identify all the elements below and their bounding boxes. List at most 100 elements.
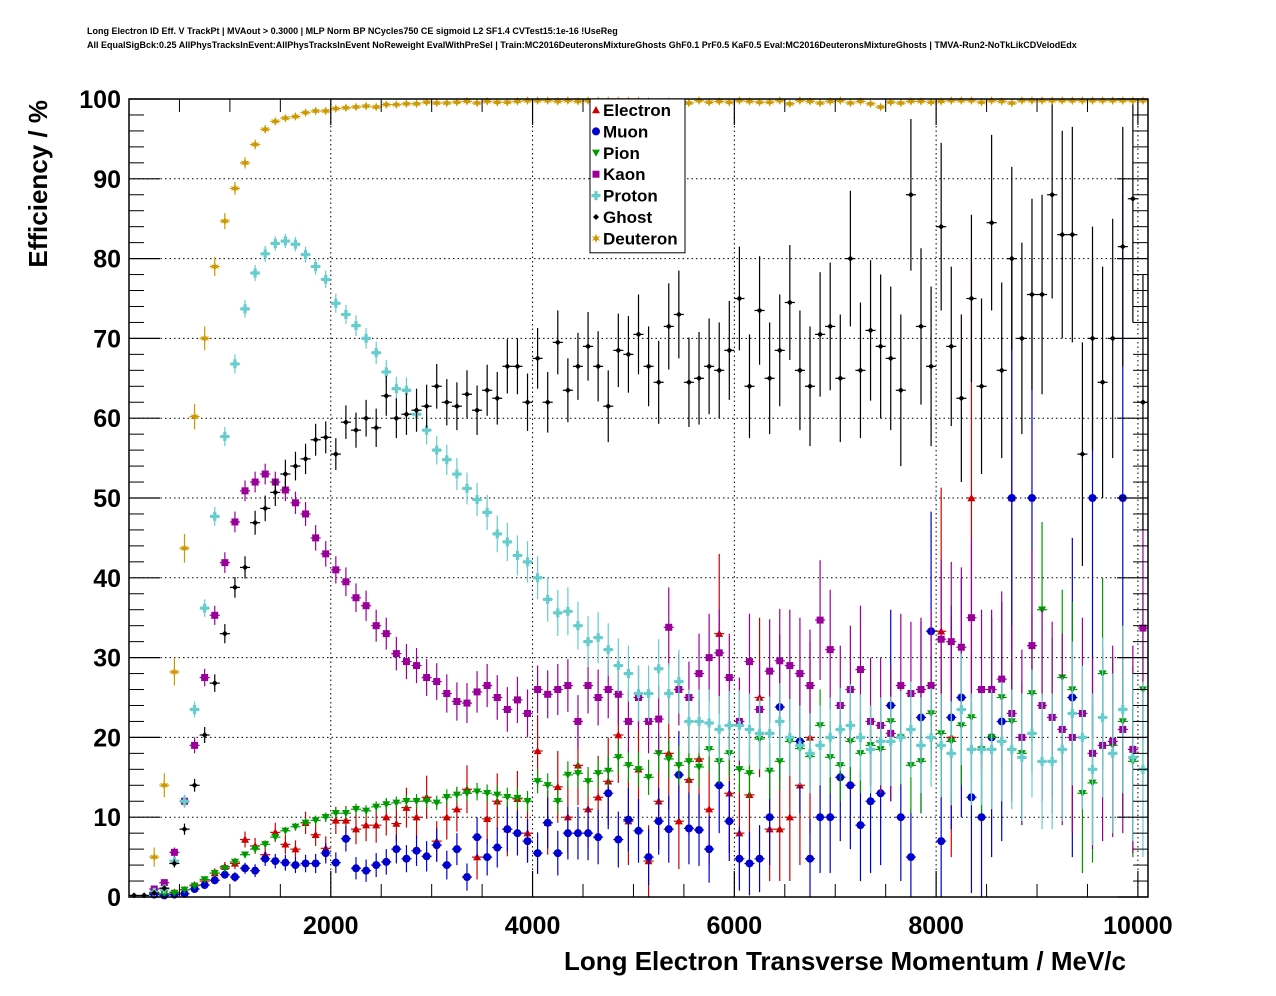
data-point [1098,96,1107,106]
data-point [161,885,168,892]
data-point [271,833,280,842]
data-point [230,858,239,866]
data-point [745,770,754,778]
data-point [766,375,773,382]
chart-title-line-1: Long Electron ID Eff. V TrackPt | MVAout… [87,26,618,36]
data-point [926,732,936,742]
data-point [240,158,250,168]
data-point [977,813,986,822]
data-point [966,744,976,754]
tick-labels: 2000 4000 6000 8000 10000 0 10 20 30 40 50 60 70 80 90… [79,86,1172,940]
data-point [452,791,461,799]
data-point [402,658,410,666]
data-point [281,840,290,848]
data-point [200,876,209,884]
data-point [482,507,492,517]
data-point [512,550,522,560]
data-point [1017,752,1027,762]
data-point [402,99,411,109]
data-point [373,424,380,431]
data-point [786,299,793,306]
data-point [776,657,784,665]
data-point [533,778,542,786]
data-point [896,98,906,108]
data-point [807,383,814,390]
legend-entry-electron: Electron [592,101,671,120]
data-point [442,794,451,802]
data-point [492,97,502,107]
data-point [372,803,381,811]
data-point [170,889,179,898]
data-point [179,796,189,806]
data-point [1098,712,1108,722]
data-point [260,249,270,259]
data-point [452,97,462,107]
data-point [483,814,492,822]
data-point [634,826,643,835]
data-point [988,219,995,226]
legend-entry-pion: Pion [592,144,640,163]
data-point [624,762,633,770]
data-point [644,689,654,699]
legend-entry-proton: Proton [591,187,658,206]
data-point [504,363,511,370]
data-point [301,108,310,118]
data-point [1027,494,1036,502]
data-point [634,689,644,699]
series-electron [149,258,1017,898]
data-point [382,630,390,638]
data-point [746,383,753,390]
data-point [1119,243,1126,250]
data-point [947,638,955,646]
data-point [372,861,381,870]
data-point [715,781,724,790]
y-tick-label: 10 [93,804,121,832]
data-point [765,813,774,822]
data-point [413,407,420,414]
data-point [815,740,825,750]
data-point [463,391,470,398]
data-point [442,861,451,870]
data-point [271,857,280,866]
data-point [513,794,522,803]
data-point [967,614,975,622]
data-point [353,427,360,434]
data-point [613,661,623,671]
data-point [484,387,491,394]
data-point [936,740,946,750]
data-point [978,686,986,694]
data-point [280,236,290,246]
data-point [957,96,966,106]
x-tick-label: 10000 [1103,912,1173,940]
data-point [201,674,209,682]
data-point [704,97,714,107]
data-point [736,295,743,302]
data-point [654,664,664,674]
data-point [755,854,764,863]
data-point [543,782,552,790]
data-point [584,778,593,786]
data-point [452,469,462,479]
data-point [938,223,945,230]
data-point [997,96,1007,106]
data-point [684,824,693,833]
data-point [260,124,270,134]
data-point [1109,335,1116,342]
data-point [473,688,481,696]
data-point [827,323,834,330]
data-point [332,451,339,458]
data-point [160,780,169,790]
data-point [413,662,421,670]
data-point [937,837,946,846]
data-point [503,825,512,834]
data-point [423,674,431,682]
data-point [574,363,581,370]
legend-marker [592,127,600,136]
data-point [251,866,260,875]
data-point [523,557,533,567]
data-point [331,810,340,818]
data-point [786,662,794,670]
data-point [1077,732,1087,742]
data-point [290,239,300,249]
data-point [755,728,765,738]
